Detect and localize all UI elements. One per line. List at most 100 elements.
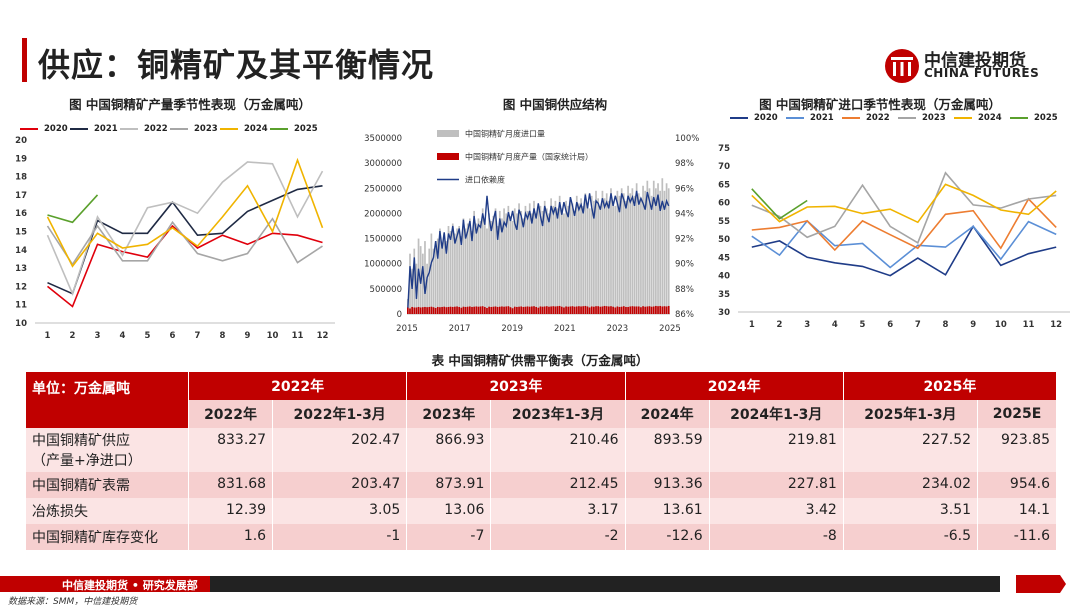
balance-table: 单位：万金属吨 2022年 2023年 2024年 2025年 2022年 2022年1-3…: [26, 372, 1056, 550]
chart3-y-tick-label: 65: [718, 180, 730, 190]
chart1-y-tick-label: 14: [15, 246, 27, 256]
chart2-production-bar: [494, 306, 497, 314]
table-cell-value: -12.6: [624, 524, 710, 550]
chart2-production-bar: [469, 306, 471, 314]
chart1-y-tick-label: 11: [15, 301, 27, 311]
chart3-x-tick-label: 1: [749, 320, 755, 330]
chart2-y-left-tick-label: 500000: [370, 285, 402, 295]
chart2-import-bar: [533, 200, 535, 314]
table-column-header: 2024年: [624, 400, 710, 428]
legend-label: 2021: [94, 124, 118, 134]
chart2-import-bar: [488, 213, 490, 314]
chart2-production-bar: [516, 306, 518, 314]
page-title: 供应：铜精矿及其平衡情况: [38, 46, 435, 84]
chart2-plot: 0 500000 1000000 1500000 2000000 2500000 30000…: [364, 129, 699, 335]
chart1-legend-2023: 2023: [170, 124, 218, 134]
legend-swatch: [842, 116, 860, 119]
chart2-production-bar: [580, 306, 582, 314]
legend-swatch: [1010, 116, 1028, 119]
chart2-legend-label: 中国铜精矿月度进口量: [465, 129, 545, 139]
chart2-import-bar: [456, 228, 458, 314]
table-cell-value: 210.46: [490, 428, 626, 472]
chart2-production-bar: [415, 307, 418, 314]
chart2-import-bar: [593, 200, 595, 314]
chart2-production-bar: [618, 306, 621, 314]
chart1-series-2022: [46, 161, 324, 296]
chart2-production-bar: [552, 306, 555, 314]
chart2-production-bar: [526, 306, 529, 314]
chart2-production-bar: [548, 306, 550, 314]
chart2-import-bar: [469, 218, 471, 314]
chart2-import-bar: [475, 223, 478, 314]
chart2-import-bar: [642, 185, 644, 314]
table-row-label: 冶炼损失: [26, 498, 189, 524]
chart3-x-tick-label: 6: [887, 320, 893, 330]
chart2-import-bar: [537, 208, 540, 314]
chart2-production-bar: [475, 306, 478, 314]
chart2-production-bar: [507, 306, 510, 314]
chart2-import-bar: [661, 178, 664, 314]
chart2-production-bar: [539, 306, 542, 314]
chart2-production-bar: [663, 306, 666, 314]
chart3-x-tick-label: 3: [804, 320, 810, 330]
chart2-production-bar: [593, 306, 595, 314]
logo-text-cn: 中信建投期货: [924, 51, 1026, 71]
chart2-import-bar: [492, 215, 495, 314]
chart1-legend: 2020 2021 2022 2023 2024 2025: [20, 124, 340, 136]
chart2-production-bar: [614, 307, 617, 314]
chart2-production-bar: [635, 306, 638, 314]
row-label-sub: （产量+净进口）: [32, 453, 142, 469]
chart2-y-left-tick-label: 0: [397, 310, 402, 320]
chart3-series-2022: [751, 197, 1057, 252]
chart2-import-bar: [486, 228, 488, 314]
chart2-import-bar: [464, 228, 467, 314]
chart2-import-bar: [665, 183, 668, 314]
chart2-x-tick-label: 2025: [659, 324, 681, 334]
chart1-y-tick-label: 17: [15, 191, 27, 201]
legend-label: 2025: [1034, 113, 1058, 123]
chart2-import-bar: [605, 193, 608, 314]
chart1-x-tick-label: 11: [292, 331, 304, 341]
chart2-import-bar: [620, 188, 623, 314]
chart2-production-bar: [490, 306, 493, 314]
legend-label: 2024: [244, 124, 268, 134]
chart3-series-2021: [751, 219, 1057, 269]
chart2-production-bar: [524, 306, 527, 314]
chart2-production-bar: [595, 306, 597, 314]
chart2-import-bar: [580, 198, 582, 314]
row-label-main: 冶炼损失: [32, 504, 88, 520]
table-cell-value: 3.05: [272, 498, 407, 524]
legend-label: 2025: [294, 124, 318, 134]
chart2-y-left-tick-label: 2000000: [364, 209, 402, 219]
chart2-production-bar: [513, 306, 516, 314]
chart2-legend-label: 中国铜精矿月度产量（国家统计局）: [465, 152, 593, 162]
chart3-y-tick-label: 55: [718, 217, 730, 227]
chart3-x-tick-label: 2: [777, 320, 783, 330]
table-column-header: 2025年1-3月: [842, 400, 978, 428]
table-title: 表 中国铜精矿供需平衡表（万金属吨）: [431, 353, 649, 368]
chart2-import-bar: [603, 198, 606, 314]
chart2-production-bar: [531, 306, 533, 314]
chart2-production-bar: [426, 307, 428, 314]
chart2-import-bar: [640, 198, 642, 314]
chart1-x-tick-label: 12: [317, 331, 329, 341]
chart2-title: 图 中国铜供应结构: [502, 97, 608, 112]
chart2-import-bar: [550, 198, 552, 314]
chart2-import-bar: [595, 190, 597, 314]
chart2-import-bar: [582, 205, 585, 314]
chart2-import-bar: [588, 208, 591, 314]
chart2-import-bar: [601, 190, 604, 314]
chart2-import-bar: [599, 205, 602, 314]
chart2-import-bar: [531, 213, 533, 314]
chart2-import-bar: [411, 268, 413, 314]
chart2-import-bar: [627, 185, 629, 314]
chart2-import-bar: [637, 193, 640, 314]
chart2-legend-swatch: [437, 153, 459, 160]
table-cell-value: 202.47: [272, 428, 407, 472]
table-cell-value: -2: [490, 524, 626, 550]
chart2-import-bar: [612, 200, 614, 314]
chart2-production-bar: [535, 306, 537, 314]
chart2-production-bar: [612, 306, 614, 314]
chart2-production-bar: [605, 306, 608, 314]
chart2-import-bar: [496, 226, 499, 314]
